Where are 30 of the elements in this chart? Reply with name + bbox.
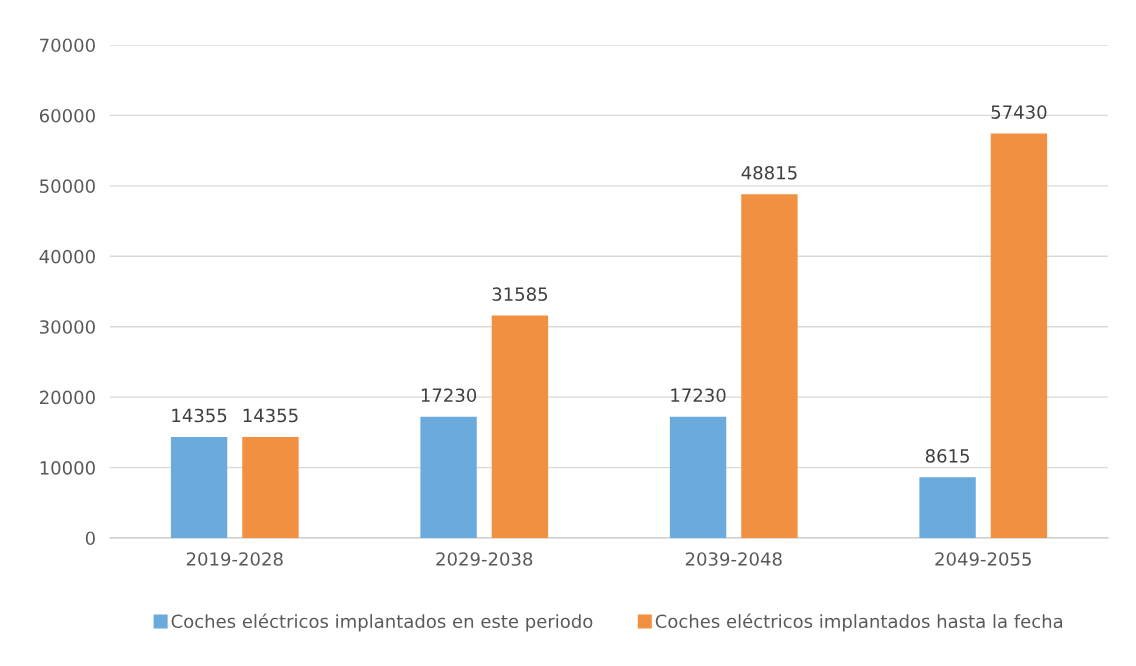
data-label: 17230 [671,388,726,403]
bar [491,315,549,538]
y-tick-label: 50000 [40,179,95,193]
data-label: 57430 [991,105,1047,119]
legend-label: Coches eléctricos implantados hasta la fecha [655,613,1063,632]
data-label: 48815 [741,165,797,180]
bar [420,416,477,538]
data-label: 17230 [421,388,477,403]
bar [990,133,1048,538]
y-tick-label: 20000 [40,390,95,405]
y-tick-label: 30000 [40,320,95,334]
bar [242,436,299,538]
data-label: 31585 [492,287,548,301]
x-tick-label: 2049-2055 [935,552,1031,566]
y-tick-label: 0 [85,531,95,546]
y-tick-label: 70000 [40,38,95,53]
data-label: 14355 [172,408,227,423]
x-tick-label: 2039-2048 [685,552,782,566]
bar [669,416,727,538]
x-tick-label: 2019-2028 [186,552,283,566]
data-label: 8615 [925,449,969,463]
data-label: 14355 [243,408,298,423]
y-tick-label: 60000 [39,108,95,123]
y-tick-label: 40000 [39,249,95,264]
legend-label: Coches eléctricos implantados en este periodo [171,613,593,632]
bar [170,436,228,538]
y-tick-label: 10000 [40,461,95,475]
bar [741,194,798,538]
x-tick-label: 2029-2038 [436,552,533,566]
bar [919,477,976,538]
